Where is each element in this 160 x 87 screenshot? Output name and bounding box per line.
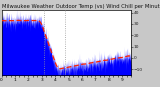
- Text: Milwaukee Weather Outdoor Temp (vs) Wind Chill per Minute (Last 24 Hours): Milwaukee Weather Outdoor Temp (vs) Wind…: [2, 4, 160, 9]
